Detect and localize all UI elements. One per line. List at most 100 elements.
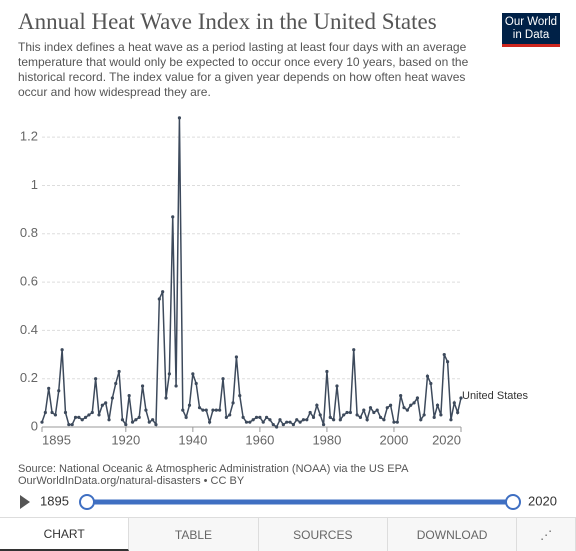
point — [365, 418, 369, 422]
point — [442, 352, 446, 357]
point — [201, 408, 205, 412]
point — [415, 396, 420, 400]
point — [291, 422, 295, 427]
point — [305, 418, 309, 422]
tab[interactable]: SOURCES — [259, 518, 388, 551]
point — [311, 415, 316, 419]
point — [161, 290, 165, 294]
point — [100, 403, 104, 407]
point — [94, 377, 98, 381]
point — [130, 420, 135, 424]
point — [445, 360, 450, 364]
point — [204, 408, 208, 412]
point — [137, 415, 141, 419]
point — [318, 413, 322, 417]
point — [80, 418, 84, 422]
x-tick-label: 2000 — [379, 432, 408, 447]
point — [298, 420, 302, 424]
timeline-end: 2020 — [528, 493, 557, 508]
point — [234, 355, 239, 359]
point — [73, 415, 78, 419]
point — [281, 422, 285, 427]
tab-bar: CHART TABLE SOURCES DOWNLOAD ⋰ — [0, 517, 576, 551]
point — [157, 297, 161, 301]
point — [389, 403, 393, 407]
tab[interactable]: CHART — [0, 518, 130, 551]
point — [452, 401, 456, 405]
point — [70, 422, 74, 427]
point — [449, 418, 453, 422]
point — [285, 420, 289, 424]
point — [399, 394, 403, 398]
point — [60, 348, 64, 352]
x-tick-label: 2020 — [432, 432, 461, 447]
x-tick-label: 1980 — [312, 432, 341, 447]
point — [358, 415, 363, 419]
point — [97, 413, 101, 417]
point — [208, 420, 212, 424]
point — [114, 381, 118, 386]
point — [127, 394, 131, 398]
point — [405, 408, 409, 412]
point — [325, 369, 329, 374]
point — [134, 418, 138, 422]
logo-text: in Data — [512, 29, 550, 41]
y-tick-label: 0.2 — [20, 370, 38, 385]
point — [43, 410, 47, 415]
point — [221, 377, 225, 381]
point — [184, 415, 188, 419]
point — [151, 418, 155, 422]
point — [459, 396, 463, 400]
point — [439, 413, 443, 417]
point — [147, 420, 151, 424]
point — [228, 413, 232, 417]
point — [164, 396, 168, 400]
share-button[interactable]: ⋰ — [517, 518, 576, 551]
point — [335, 384, 339, 388]
series-label: United States — [462, 390, 529, 402]
point — [368, 406, 373, 410]
point — [187, 403, 192, 407]
logo[interactable]: Our World in Data — [502, 13, 560, 47]
point — [40, 420, 44, 424]
point — [332, 418, 336, 422]
x-tick-label: 1960 — [245, 432, 274, 447]
point — [261, 420, 265, 424]
point — [352, 348, 356, 352]
point — [194, 381, 198, 386]
point — [104, 401, 108, 405]
point — [355, 413, 359, 417]
source-text: OurWorldInData.org/natural-disasters • C… — [18, 475, 245, 487]
point — [117, 369, 121, 374]
tab[interactable]: TABLE — [129, 518, 259, 551]
point — [251, 418, 255, 422]
point — [392, 420, 396, 424]
point — [67, 422, 71, 427]
point — [83, 415, 88, 419]
point — [218, 408, 222, 412]
point — [254, 415, 259, 419]
point — [77, 415, 81, 419]
point — [110, 396, 114, 400]
x-tick-label: 1940 — [178, 432, 207, 447]
point — [362, 408, 366, 412]
point — [432, 415, 436, 419]
point — [308, 410, 312, 415]
line — [41, 117, 462, 429]
point — [248, 420, 252, 424]
point — [107, 418, 111, 422]
tab[interactable]: DOWNLOAD — [388, 518, 518, 551]
point — [382, 418, 386, 422]
point — [120, 418, 125, 422]
point — [375, 408, 379, 412]
point — [435, 403, 440, 407]
point — [167, 372, 171, 376]
point — [90, 410, 94, 415]
point — [140, 384, 145, 388]
x-tick-label: 1895 — [42, 432, 71, 447]
point — [211, 408, 215, 412]
point — [47, 386, 51, 390]
point — [214, 408, 218, 412]
source-text: Source: National Oceanic & Atmospheric A… — [18, 463, 409, 475]
